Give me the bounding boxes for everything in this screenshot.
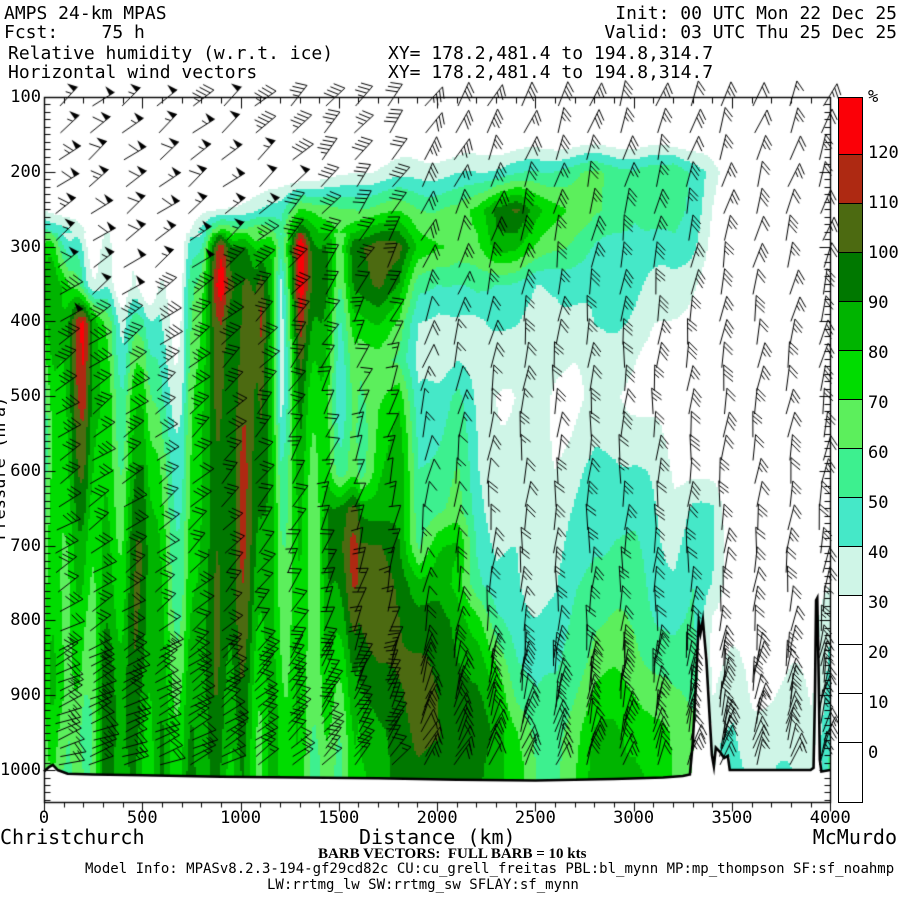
xaxis-tick-label: 2500 — [514, 808, 556, 828]
colorbar-tick-label: 40 — [868, 543, 889, 563]
yaxis-tick-label: 1000 — [0, 760, 41, 781]
xaxis-tick-label: 4000 — [809, 808, 851, 828]
yaxis-tick-label: 300 — [10, 236, 41, 257]
colorbar-tick-label: 80 — [868, 343, 889, 363]
xy-range-1: XY= 178.2,481.4 to 194.8,314.7 — [388, 43, 714, 64]
colorbar-tick-label: 60 — [868, 443, 889, 463]
yaxis-tick-label: 900 — [10, 685, 41, 706]
xaxis-title: Distance (km) — [359, 825, 516, 849]
colorbar-segment — [839, 448, 862, 497]
endpoint-left: Christchurch — [0, 825, 145, 849]
barb-legend: BARB VECTORS: FULL BARB = 10 kts — [318, 846, 587, 862]
yaxis-tick-label: 500 — [10, 386, 41, 407]
colorbar-segment — [839, 301, 862, 350]
colorbar-tick-label: 110 — [868, 193, 899, 213]
colorbar-tick-label: 90 — [868, 293, 889, 313]
fcst-hour: Fcst: 75 h — [4, 22, 145, 43]
colorbar-segment — [839, 546, 862, 595]
model-title: AMPS 24-km MPAS — [4, 3, 167, 24]
colorbar-units: % — [868, 87, 879, 107]
field1-title: Relative humidity (w.r.t. ice) — [8, 43, 334, 64]
colorbar-tick-label: 30 — [868, 593, 889, 613]
xaxis-tick-label: 1000 — [220, 808, 262, 828]
endpoint-right: McMurdo — [812, 825, 897, 849]
colorbar-segment — [839, 497, 862, 546]
xaxis-tick-label: 3000 — [613, 808, 655, 828]
colorbar-segment — [839, 644, 862, 693]
xaxis-tick-label: 1500 — [318, 808, 360, 828]
colorbar-segment — [839, 252, 862, 301]
colorbar-segment — [839, 693, 862, 742]
init-time: Init: 00 UTC Mon 22 Dec 25 — [615, 3, 897, 24]
colorbar-tick-label: 100 — [868, 243, 899, 263]
xaxis-tick-label: 3500 — [711, 808, 753, 828]
xaxis-tick-label: 2000 — [416, 808, 458, 828]
xy-range-2: XY= 178.2,481.4 to 194.8,314.7 — [388, 62, 714, 83]
yaxis-tick-label: 400 — [10, 311, 41, 332]
colorbar-segment — [839, 203, 862, 252]
colorbar — [838, 97, 863, 803]
xaxis-tick-label: 500 — [126, 808, 158, 828]
colorbar-segment — [839, 595, 862, 644]
colorbar-segment — [839, 154, 862, 203]
colorbar-tick-label: 20 — [868, 643, 889, 663]
colorbar-segment — [839, 399, 862, 448]
colorbar-segment — [839, 742, 862, 791]
model-info-1: Model Info: MPASv8.2.3-194-gf29cd82c CU:… — [85, 861, 900, 877]
colorbar-tick-label: 50 — [868, 493, 889, 513]
field2-title: Horizontal wind vectors — [8, 62, 258, 83]
colorbar-tick-label: 70 — [868, 393, 889, 413]
yaxis-tick-label: 200 — [10, 161, 41, 182]
colorbar-tick-label: 0 — [868, 743, 879, 763]
colorbar-segment — [839, 350, 862, 399]
colorbar-tick-label: 10 — [868, 693, 889, 713]
valid-time: Valid: 03 UTC Thu 25 Dec 25 — [604, 22, 897, 43]
yaxis-tick-label: 600 — [10, 460, 41, 481]
colorbar-tick-label: 120 — [868, 143, 899, 163]
colorbar-segment — [839, 98, 862, 154]
yaxis-tick-label: 800 — [10, 610, 41, 631]
xaxis-tick-label: 0 — [38, 808, 50, 828]
model-info-2: LW:rrtmg_lw SW:rrtmg_sw SFLAY:sf_mynn — [267, 877, 579, 893]
yaxis-tick-label: 700 — [10, 535, 41, 556]
yaxis-tick-label: 100 — [10, 87, 41, 107]
